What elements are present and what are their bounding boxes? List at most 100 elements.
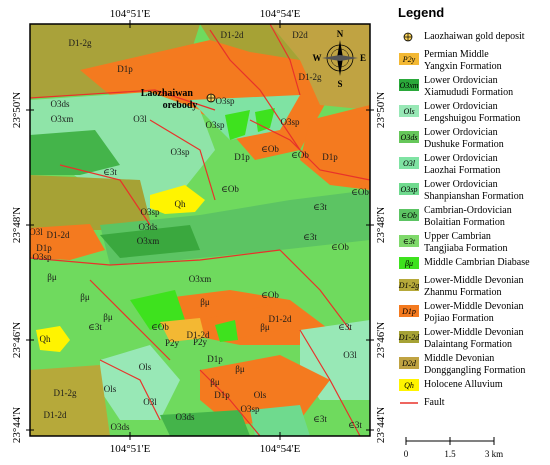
unit-label: D1p (234, 152, 250, 162)
legend-text: Lower Ordovician (424, 101, 498, 112)
unit-label: βμ (80, 292, 90, 302)
legend-text: Cambrian-Ordovician (424, 205, 512, 216)
legend-text: Yangxin Formation (424, 61, 502, 72)
fault-9 (99, 359, 161, 421)
unit-label: ∈3t (303, 232, 317, 242)
legend-text: Middle Devonian (424, 353, 494, 364)
legend-symbol: D2d (401, 359, 417, 368)
compass-w: W (313, 53, 322, 63)
tick-marks (26, 20, 374, 440)
left-tick-1: 23°50'N (11, 92, 23, 128)
legend-text: Xiamududi Formation (424, 87, 513, 98)
unit-label: βμ (47, 272, 57, 282)
legend-symbol: O3l (403, 159, 416, 168)
unit-label: O3ds (110, 422, 129, 432)
map-frame (29, 23, 371, 437)
unit-label: D1p (214, 390, 230, 400)
unit-label: ∈Ob (261, 290, 279, 300)
left-tick-2: 23°48'N (11, 207, 23, 243)
unit-label: Ols (254, 390, 267, 400)
alluvium-patch-a (150, 185, 205, 214)
legend-swatch (399, 379, 419, 391)
scale-bar (405, 437, 495, 445)
legend-text: Laozhaiwan gold deposit (424, 31, 525, 42)
unit-dushuke-bottom (160, 410, 250, 436)
legend-item: Laozhaiwan gold deposit (403, 31, 525, 42)
unit-label: ∈Ob (351, 187, 369, 197)
unit-label: O3ds (50, 99, 69, 109)
unit-label: ∈3t (313, 202, 327, 212)
unit-label: ∈3t (88, 322, 102, 332)
legend-swatch (399, 235, 419, 247)
legend-swatch (399, 105, 419, 117)
diabase-body-a (130, 290, 185, 330)
legend-symbol: βμ (404, 259, 413, 268)
compass-e: E (360, 53, 366, 63)
fault-11 (299, 329, 361, 437)
unit-label: D1-2g (54, 388, 77, 398)
legend-swatch (399, 331, 419, 343)
unit-label: ∈3t (338, 322, 352, 332)
legend-swatch (399, 53, 419, 65)
bottom-tick-1: 104°51'E (110, 443, 151, 455)
legend-swatch (399, 79, 419, 91)
legend-symbol: Qh (404, 381, 414, 390)
unit-label: ∈3t (103, 167, 117, 177)
scale-label-1: 1.5 (444, 449, 456, 459)
unit-label: O3l (133, 114, 147, 124)
deposit-label-line1: Laozhaiwan (141, 88, 194, 99)
fault-1 (29, 89, 216, 111)
unit-label: βμ (210, 377, 220, 387)
compass-n: N (337, 29, 344, 39)
right-tick-3: 23°46'N (375, 322, 387, 358)
legend-text: Pojiao Formation (424, 313, 494, 324)
legend-text: Dushuke Formation (424, 139, 504, 150)
legend-text: Permian Middle (424, 49, 489, 60)
unit-label: D2d (292, 30, 308, 40)
unit-label: O3sp (140, 207, 160, 217)
legend-swatch (399, 209, 419, 221)
legend-symbol: D1-2d (398, 333, 420, 342)
legend-symbol: ∈Ob (401, 211, 417, 220)
legend-text: Lower Ordovician (424, 75, 498, 86)
unit-label: O3sp (280, 117, 300, 127)
legend-symbol: O3ds (401, 133, 418, 142)
unit-label: O3sp (215, 96, 235, 106)
diabase-patch-a (225, 110, 250, 140)
unit-laozhai-upper (30, 92, 215, 215)
legend-symbol: O3sp (401, 185, 418, 194)
deposit-label-line2: orebody (163, 100, 198, 111)
compass-s: S (337, 79, 342, 89)
unit-label: P2y (193, 337, 208, 347)
legend-text: Holocene Alluvium (424, 379, 503, 390)
fault-5 (249, 119, 371, 181)
fault-2 (149, 119, 216, 201)
unit-donggangling (270, 24, 370, 110)
fault-3 (59, 164, 151, 226)
unit-label: D1p (207, 354, 223, 364)
legend-text: Lower Ordovician (424, 179, 498, 190)
unit-label: O3ds (138, 222, 157, 232)
legend-text: Lower-Middle Devonian (424, 327, 524, 338)
unit-label: βμ (260, 322, 270, 332)
unit-label: ∈Ob (331, 242, 349, 252)
legend-text: Zhanmu Formation (424, 287, 502, 298)
gold-deposit-marker (206, 93, 216, 103)
fault-lines (29, 23, 371, 437)
legend-text: Lower-Middle Devonian (424, 275, 524, 286)
unit-label: ∈Ob (261, 144, 279, 154)
legend-text: Shanpianshan Formation (424, 191, 524, 202)
legend-swatch (399, 131, 419, 143)
unit-zhanmu-bottom (30, 365, 110, 436)
left-tick-3: 23°46'N (11, 322, 23, 358)
legend-symbol: O3xm (399, 81, 418, 90)
fault-4 (209, 29, 301, 151)
legend-symbol: Ols (403, 107, 414, 116)
unit-label: D1p (322, 152, 338, 162)
geologic-map: D1-2g D1-2d D2d D1p D1-2g O3sp O3ds O3xm O3l O3sp… (11, 8, 387, 455)
